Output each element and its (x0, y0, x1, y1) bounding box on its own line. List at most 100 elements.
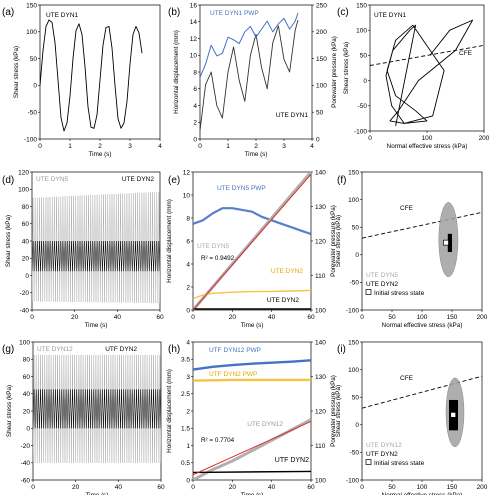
y-tick-label: 0 (25, 273, 29, 280)
legend-entry: UTE DYN5 (366, 272, 399, 279)
x-tick-label: 20 (72, 484, 80, 491)
panel-h: (h) 0 20 40 60 0 0.5 1 1.5 2 2.5 3 3.5 4 Time (s) Horiz… (166, 339, 337, 495)
y-tick-label: -20 (21, 443, 31, 450)
y2-tick-label: 150 (316, 56, 327, 63)
x-tick-label: 1 (226, 143, 230, 150)
series-ute-dyn1 (40, 19, 143, 132)
x-tick-label: 4 (158, 143, 162, 150)
y-tick-label: 50 (360, 53, 368, 60)
y-tick-label: 0 (355, 252, 359, 259)
x-tick-label: 0 (198, 143, 202, 150)
y-tick-label: 4 (193, 103, 197, 110)
legend-entry: UTE DYN2 (271, 268, 304, 275)
x-tick-label: 100 (417, 314, 428, 321)
plot-area (193, 359, 311, 480)
y2-tick-label: 100 (315, 307, 326, 314)
y-tick-label: 0 (186, 307, 190, 314)
y-tick-label: -100 (24, 136, 37, 143)
legend-entry: UTE DYN12 (247, 421, 283, 428)
panel-c: (c) 0 100 200 -100 -50 0 50 100 150 Normal effecti… (337, 2, 490, 150)
cfe-label: CFE (459, 50, 473, 57)
y-tick-label: -50 (350, 450, 360, 457)
y-tick-label: 16 (190, 2, 198, 9)
series-utf-dyn12-pwp (193, 359, 311, 371)
y-tick-label: 12 (183, 169, 191, 176)
series-utf-dyn2 (33, 389, 161, 429)
legend-entry: UTF DYN2 (366, 451, 398, 458)
y2-tick-label: 100 (315, 477, 326, 484)
x-tick-label: 3 (128, 143, 132, 150)
y-tick-label: -20 (20, 290, 30, 297)
y2-tick-label: 100 (316, 83, 327, 90)
y-tick-label: -40 (20, 307, 30, 314)
y-axis-label: Shear stress (kPa) (13, 46, 20, 98)
y-tick-label: 3.5 (181, 357, 190, 364)
panel-letter: (i) (337, 344, 346, 355)
y2-tick-label: 200 (316, 29, 327, 36)
legend-entry: Initial stress state (374, 290, 425, 297)
initial-stress-marker (450, 412, 457, 418)
x-tick-label: 60 (157, 484, 165, 491)
x-tick-label: 20 (71, 314, 79, 321)
y-tick-label: 2 (193, 120, 197, 127)
legend-entry: UTE DYN12 (37, 346, 73, 353)
series-ute-dyn2 (193, 289, 311, 300)
cfe-line (362, 375, 482, 409)
series-ute-dyn2 (32, 240, 160, 272)
y2-tick-label: 250 (316, 2, 327, 9)
x-tick-label: 150 (447, 314, 458, 321)
y-tick-label: 2 (186, 408, 190, 415)
x-axis-label: Time (s) (241, 322, 264, 329)
y-tick-label: 14 (190, 19, 198, 26)
legend-entry: UTE DYN1 (276, 112, 309, 119)
cfe-label: CFE (400, 205, 414, 212)
legend-entry: UTE DYN2 (267, 297, 300, 304)
y-tick-label: 60 (22, 221, 30, 228)
y-tick-label: 100 (348, 367, 359, 374)
y-tick-label: 10 (183, 192, 191, 199)
legend-entry: UTE DYN2 (122, 176, 155, 183)
x-tick-label: 0 (368, 135, 372, 142)
y-tick-label: 100 (356, 28, 367, 35)
x-tick-label: 40 (268, 484, 276, 491)
legend-entry: UTE DYN1 (374, 12, 407, 19)
y-tick-label: 100 (348, 197, 359, 204)
panel-letter: (h) (168, 344, 180, 355)
legend-marker (365, 289, 372, 295)
y2-tick-label: 110 (315, 443, 326, 450)
y-tick-label: 40 (23, 391, 31, 398)
y-tick-label: 1.5 (181, 426, 190, 433)
legend-entry: UTF DYN2 (275, 457, 309, 464)
series-linear-fit (193, 420, 311, 476)
y-tick-label: -100 (354, 128, 367, 135)
series-utf-dyn2 (193, 470, 311, 474)
series-ute-dyn5 (32, 191, 160, 304)
plot-area (362, 375, 482, 448)
x-tick-label: 40 (268, 314, 276, 321)
y-axis-label: Shear stress (kPa) (6, 385, 13, 437)
x-tick-label: 0 (191, 314, 195, 321)
y-tick-label: 0 (355, 422, 359, 429)
y2-tick-label: 140 (315, 169, 326, 176)
legend-entry: Initial stress state (374, 460, 425, 467)
y-tick-label: 6 (186, 238, 190, 245)
plot-area (193, 172, 311, 310)
y-tick-label: -40 (21, 460, 31, 467)
y2-tick-label: 130 (315, 374, 326, 381)
y-tick-label: 100 (19, 339, 30, 346)
y-tick-label: -100 (346, 477, 359, 484)
y-axis-label: Horizontal displacement (mm) (173, 30, 180, 114)
panel-letter: (b) (168, 7, 180, 18)
x-tick-label: 0 (191, 484, 195, 491)
y-tick-label: 2 (186, 284, 190, 291)
x-tick-label: 50 (388, 314, 396, 321)
x-axis-label: Normal effective stress (kPa) (382, 322, 463, 329)
y-tick-label: 0 (33, 83, 37, 90)
x-tick-label: 1 (68, 143, 72, 150)
series-ute-dyn1 (385, 19, 474, 127)
y-tick-label: 80 (22, 204, 30, 211)
y-tick-label: 150 (356, 2, 367, 9)
x-tick-label: 40 (115, 484, 123, 491)
x-tick-label: 2 (254, 143, 258, 150)
